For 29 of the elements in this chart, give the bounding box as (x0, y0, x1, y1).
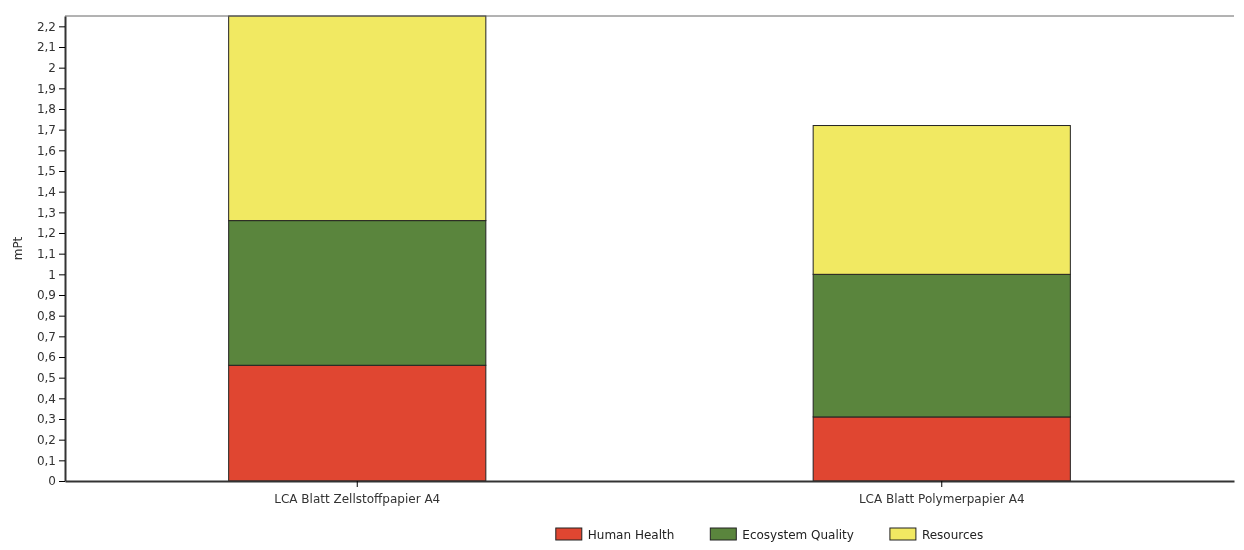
y-tick-label: 1,9 (36, 81, 56, 96)
y-tick-label: 1,2 (36, 226, 56, 241)
y-tick-label: 0,3 (36, 412, 56, 427)
y-tick-label: 0,7 (36, 329, 56, 344)
y-tick-label: 0,4 (36, 391, 56, 406)
y-tick-label: 2,2 (36, 19, 56, 34)
legend-label: Ecosystem Quality (742, 528, 854, 542)
legend-label: Human Health (587, 528, 675, 542)
y-tick-label: 0,6 (36, 350, 56, 365)
y-tick-label: 0,9 (36, 288, 56, 303)
y-tick-label: 2,1 (36, 40, 56, 55)
y-tick-label: 1,8 (36, 102, 56, 117)
x-tick-label: LCA Blatt Polymerpapier A4 (858, 492, 1025, 507)
y-tick-label: 1,3 (36, 205, 56, 220)
y-tick-label: 2 (48, 61, 56, 76)
y-tick-label: 0 (48, 474, 56, 489)
y-tick-label: 1,4 (36, 185, 56, 200)
y-tick-label: 0,5 (36, 371, 56, 386)
y-tick-label: 0,2 (36, 433, 56, 448)
x-tick-label: LCA Blatt Zellstoffpapier A4 (274, 492, 441, 507)
y-tick-label: 1,5 (36, 164, 56, 179)
y-tick-label: 0,1 (36, 453, 56, 468)
y-tick-label: 1,1 (36, 247, 56, 262)
y-tick-label: 0,8 (36, 309, 56, 324)
legend-label: Resources (921, 528, 984, 542)
y-tick-label: 1,6 (36, 143, 56, 158)
y-tick-label: 1 (48, 267, 56, 282)
y-axis-title: mPt (11, 236, 25, 261)
y-tick-label: 1,7 (36, 123, 56, 138)
